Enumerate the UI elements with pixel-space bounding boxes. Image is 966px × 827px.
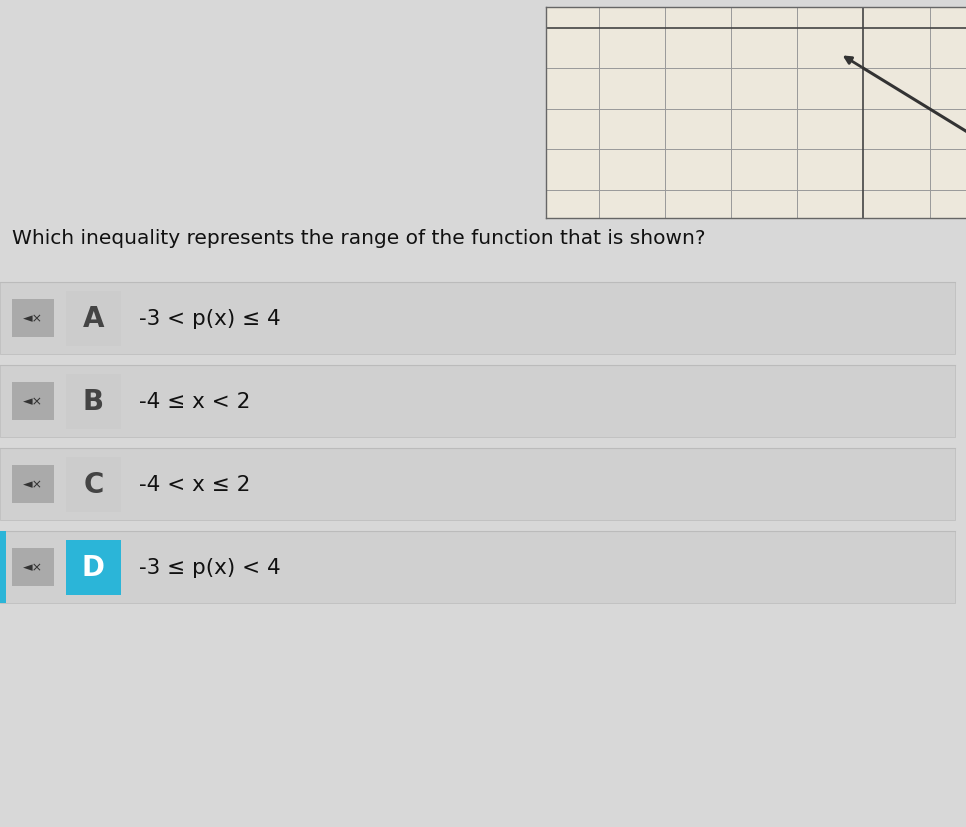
Text: ◄×: ◄×	[23, 395, 43, 408]
Text: -3 ≤ p(x) < 4: -3 ≤ p(x) < 4	[139, 557, 281, 577]
Bar	[66, 374, 121, 429]
Bar	[0, 448, 955, 520]
Text: -4 < x ≤ 2: -4 < x ≤ 2	[139, 475, 250, 495]
Bar	[12, 548, 54, 586]
Bar	[0, 532, 955, 603]
Bar	[66, 291, 121, 346]
Bar	[0, 283, 955, 355]
Text: B: B	[83, 388, 104, 415]
Bar	[66, 457, 121, 512]
Text: -4 ≤ x < 2: -4 ≤ x < 2	[139, 391, 250, 412]
Text: -3 < p(x) ≤ 4: -3 < p(x) ≤ 4	[139, 308, 281, 328]
Text: ◄×: ◄×	[23, 312, 43, 325]
Bar	[12, 383, 54, 420]
Bar	[0, 366, 955, 437]
Text: A: A	[83, 304, 104, 332]
Text: D: D	[82, 553, 105, 581]
Bar	[0, 532, 6, 603]
Text: C: C	[83, 471, 103, 499]
Bar	[12, 466, 54, 504]
Bar	[12, 299, 54, 337]
Bar	[66, 540, 121, 595]
Text: ◄×: ◄×	[23, 561, 43, 574]
Text: ◄×: ◄×	[23, 478, 43, 491]
Text: Which inequality represents the range of the function that is shown?: Which inequality represents the range of…	[12, 229, 705, 248]
